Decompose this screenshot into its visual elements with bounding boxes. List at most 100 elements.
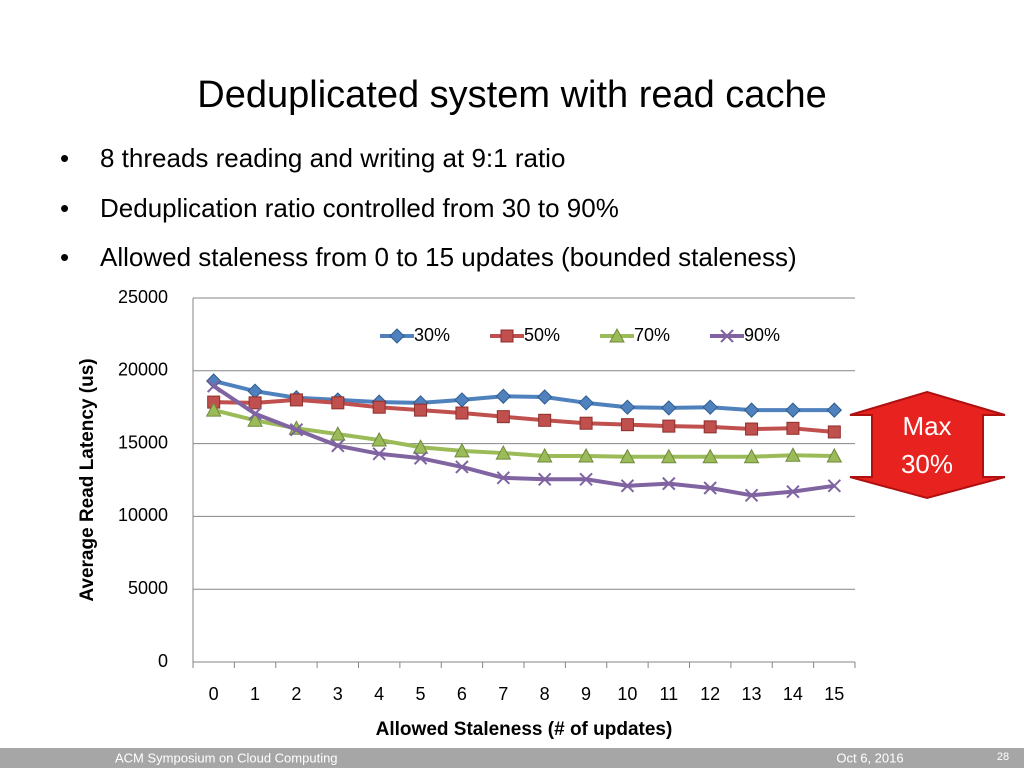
x-tick-label: 11 [659,684,678,704]
x-axis-title: Allowed Staleness (# of updates) [376,719,673,740]
y-tick-label: 25000 [118,287,168,307]
data-point [827,479,842,493]
x-tick-label: 2 [291,684,301,704]
footer-venue: ACM Symposium on Cloud Computing [115,750,338,765]
bullet-dot: • [60,242,69,272]
y-tick-label: 20000 [118,360,168,380]
series-line [213,408,835,459]
x-tick-label: 3 [333,684,343,704]
bullet: Deduplication ratio controlled from 30 t… [100,193,619,223]
footer-bar [0,748,1024,768]
x-tick-label: 14 [783,684,803,704]
x-tick-label: 10 [617,684,637,704]
data-point [619,399,636,415]
legend-label: 70% [634,325,670,345]
data-point [371,431,388,447]
data-point [578,395,594,411]
data-point [495,388,512,404]
y-tick-label: 15000 [118,432,168,452]
series-line [213,397,835,434]
x-tick-label: 8 [540,684,550,704]
data-point [454,442,470,458]
x-tick-label: 12 [700,684,720,704]
x-tick-label: 13 [742,684,762,704]
data-point [372,447,386,461]
footer-page: 28 [997,751,1009,763]
data-point [785,402,801,418]
data-point [206,379,221,393]
series-line [212,384,835,498]
y-tick-label: 10000 [118,505,168,525]
footer-date: Oct 6, 2016 [836,750,903,765]
data-point [619,448,636,464]
data-point [412,439,429,454]
bullet-dot: • [60,143,69,173]
data-point [331,439,345,453]
data-point [536,447,553,463]
data-point [205,402,222,417]
data-point [826,447,843,463]
x-tick-label: 5 [416,684,426,704]
data-point [785,447,801,462]
data-point [661,400,677,416]
x-tick-label: 9 [581,684,591,704]
callout-text: Max [902,411,951,441]
data-point [745,422,759,436]
data-point [247,383,263,399]
data-point [495,445,512,460]
legend-label: 50% [524,325,560,345]
data-point [536,389,553,405]
data-point [455,406,469,420]
data-point [826,402,843,418]
x-tick-label: 7 [498,684,508,704]
data-point [329,426,346,441]
data-point [620,418,634,432]
data-point [786,484,800,499]
data-point [289,423,304,437]
x-tick-label: 15 [824,684,844,704]
x-tick-label: 1 [250,684,260,704]
y-axis-title: Average Read Latency (us) [77,358,98,601]
data-point [496,410,510,424]
data-point [538,413,552,427]
callout-arrow [849,390,1006,500]
x-tick-label: 6 [457,684,467,704]
series-line [213,379,835,413]
slide-title: Deduplicated system with read cache [197,74,826,116]
bullet: Allowed staleness from 0 to 15 updates (… [100,242,797,272]
data-point [537,472,552,486]
data-point [414,403,428,417]
data-point [703,481,717,495]
bullet: 8 threads reading and writing at 9:1 rat… [100,143,565,173]
data-point [660,448,677,464]
legend-label: 30% [414,325,450,345]
data-point [248,396,262,410]
data-point [786,421,800,435]
data-point [743,448,760,464]
data-point [496,471,511,485]
y-tick-label: 0 [158,651,168,671]
data-point [248,407,262,421]
data-point [331,396,345,410]
legend-marker [609,327,625,343]
data-point [579,472,593,486]
data-point [702,448,719,464]
legend-label: 90% [744,325,780,345]
legend-marker [720,329,734,343]
data-point [454,392,470,408]
data-point [578,447,594,463]
y-tick-label: 5000 [128,578,168,598]
data-point [703,420,717,434]
data-point [289,393,303,407]
data-point [372,400,386,414]
data-point [247,412,263,427]
data-point [827,425,841,439]
data-point [744,488,759,502]
data-point [455,460,469,474]
callout-text: 30% [901,449,953,479]
x-tick-label: 0 [209,684,219,704]
legend-marker [500,329,514,343]
data-point [662,476,676,491]
